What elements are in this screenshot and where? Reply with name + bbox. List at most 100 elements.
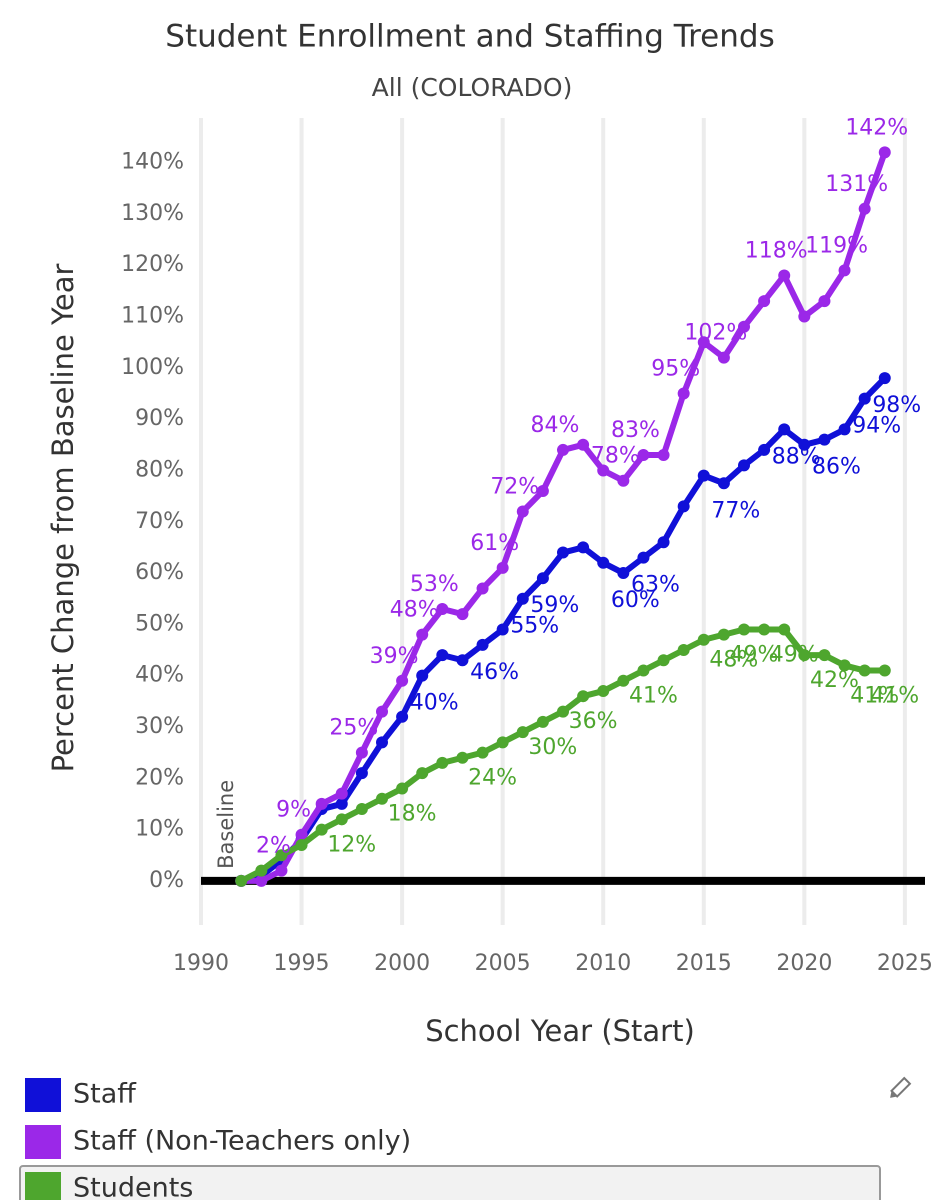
data-point — [657, 654, 670, 667]
baseline-annotation: Baseline — [214, 780, 238, 869]
data-point — [396, 782, 409, 795]
x-tick-label: 2010 — [575, 951, 631, 976]
data-label: 119% — [805, 233, 868, 258]
data-point — [416, 628, 429, 641]
data-point — [818, 433, 831, 446]
data-point — [335, 813, 348, 826]
data-point — [295, 828, 308, 841]
data-point — [677, 387, 690, 400]
data-point — [577, 541, 590, 554]
data-label: 55% — [510, 614, 559, 639]
data-point — [496, 736, 509, 749]
data-point — [516, 592, 529, 605]
pencil-icon[interactable] — [887, 1076, 912, 1101]
data-point — [657, 449, 670, 462]
data-label: 95% — [651, 356, 700, 381]
y-tick-label: 80% — [135, 457, 184, 482]
data-label: 59% — [530, 593, 579, 618]
data-point — [436, 649, 449, 662]
data-point — [255, 864, 268, 877]
y-tick-label: 60% — [135, 560, 184, 585]
data-point — [275, 849, 288, 862]
legend-label: Staff — [73, 1079, 137, 1110]
data-label: 61% — [470, 531, 519, 556]
data-label: 142% — [845, 115, 908, 140]
data-label: 25% — [329, 716, 378, 741]
data-point — [557, 705, 569, 718]
data-point — [657, 536, 670, 549]
data-point — [376, 736, 388, 749]
data-point — [536, 715, 549, 728]
data-label: 39% — [370, 644, 419, 669]
data-label: 83% — [611, 418, 660, 443]
data-label: 49% — [770, 642, 819, 667]
data-point — [355, 803, 368, 816]
data-label: 78% — [591, 444, 640, 469]
data-point — [778, 423, 791, 436]
y-tick-label: 30% — [135, 714, 184, 739]
data-point — [838, 423, 851, 436]
data-label: 60% — [611, 588, 660, 613]
x-tick-label: 1995 — [274, 951, 330, 976]
y-tick-label: 50% — [135, 611, 184, 636]
y-tick-label: 10% — [135, 817, 184, 842]
data-point — [738, 459, 750, 472]
y-tick-label: 40% — [135, 663, 184, 688]
x-tick-label: 2020 — [776, 951, 832, 976]
data-point — [416, 767, 429, 780]
data-point — [456, 608, 469, 621]
data-point — [858, 392, 871, 405]
legend-highlight — [19, 1165, 881, 1200]
data-point — [396, 674, 409, 687]
data-point — [697, 469, 710, 482]
data-point — [617, 474, 630, 487]
data-point — [577, 690, 590, 703]
data-point — [798, 310, 811, 323]
x-tick-label: 2015 — [676, 951, 732, 976]
y-tick-label: 120% — [121, 252, 184, 277]
y-tick-label: 130% — [121, 201, 184, 226]
data-point — [476, 638, 489, 651]
data-point — [878, 372, 891, 385]
data-point — [818, 295, 831, 308]
data-point — [496, 623, 509, 636]
data-point — [738, 320, 750, 333]
data-label: 2% — [256, 834, 291, 859]
data-label: 48% — [709, 648, 758, 673]
data-point — [677, 500, 690, 513]
data-point — [295, 838, 308, 851]
data-point — [275, 864, 288, 877]
data-point — [536, 572, 549, 585]
data-label: 40% — [410, 691, 459, 716]
data-point — [557, 443, 569, 456]
data-point — [717, 351, 730, 364]
y-tick-label: 90% — [135, 406, 184, 431]
chart-subtitle: All (COLORADO) — [372, 73, 573, 102]
data-label: 102% — [684, 321, 747, 346]
data-point — [818, 649, 831, 662]
data-point — [878, 146, 891, 159]
data-label: 30% — [528, 735, 577, 760]
data-label: 9% — [276, 798, 311, 823]
data-point — [758, 443, 771, 456]
data-point — [235, 874, 248, 887]
data-label: 98% — [872, 393, 921, 418]
data-label: 41% — [850, 684, 899, 709]
data-point — [778, 269, 791, 282]
x-tick-label: 2005 — [475, 951, 531, 976]
data-point — [778, 623, 791, 636]
data-label: 18% — [388, 802, 437, 827]
data-point — [597, 685, 610, 698]
data-point — [476, 746, 489, 759]
data-point — [637, 664, 650, 677]
data-point — [456, 751, 469, 764]
data-point — [557, 546, 569, 559]
legend-swatch — [25, 1172, 61, 1200]
pencil-tip — [890, 1090, 898, 1098]
chart-title: Student Enrollment and Staffing Trends — [165, 19, 774, 55]
data-label: 63% — [631, 573, 680, 598]
data-label: 36% — [569, 709, 618, 734]
data-label: 46% — [470, 660, 519, 685]
